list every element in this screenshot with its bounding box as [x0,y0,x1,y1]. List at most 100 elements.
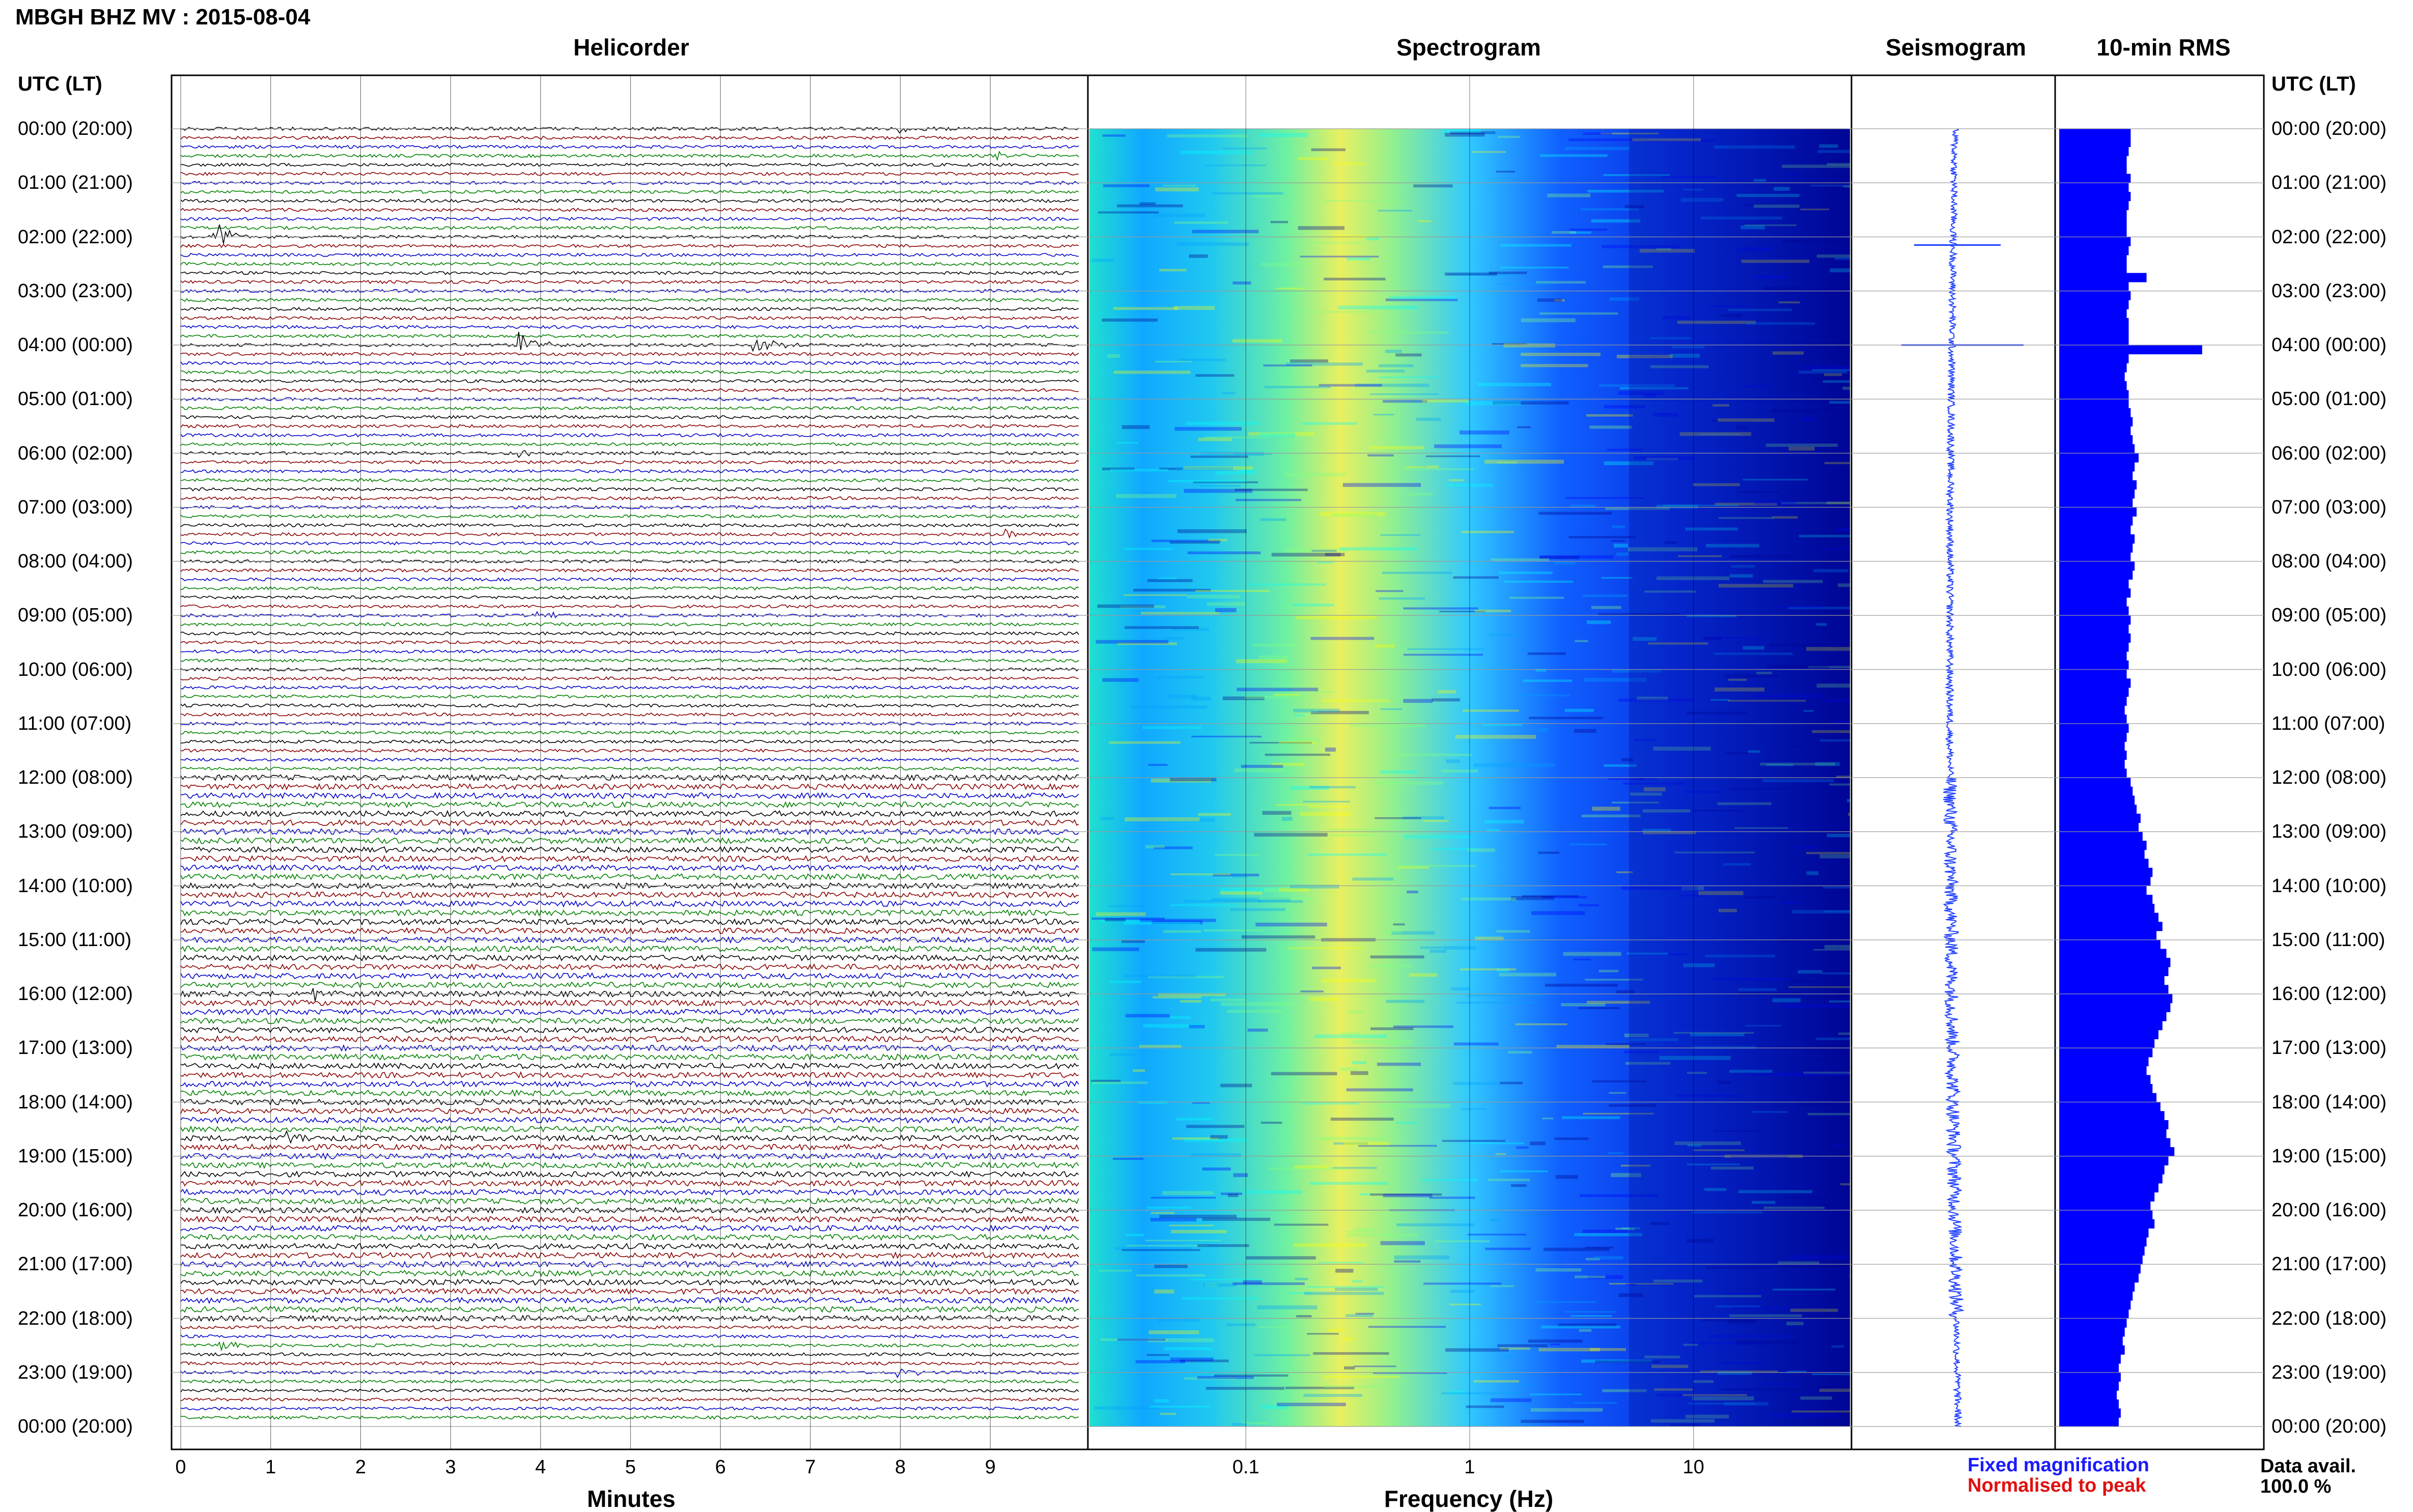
spectrogram-cell [1157,676,1204,679]
rms-bar [2059,1129,2167,1138]
spectrogram-cell [1271,763,1305,766]
spectrogram-cell [1193,481,1258,483]
spectrogram-cell [1685,527,1738,531]
spectrogram-cell [1539,312,1618,315]
spectrogram-cell [1380,770,1418,774]
spectrogram-cell [1116,494,1176,498]
helicorder-trace [180,577,1079,582]
spectrogram-cell [1788,607,1850,610]
spectrogram-cell [1231,529,1248,532]
spectrogram-cell [1231,1422,1247,1426]
spectrogram-cell [1247,1029,1268,1032]
spectrogram-cell [1398,866,1429,869]
spectrogram-cell [1379,597,1425,600]
spectrogram-cell [1539,556,1580,559]
spectrogram-cell [1653,747,1711,751]
time-label-right: 14:00 (10:00) [2271,875,2387,897]
spectrogram-cell [1561,1116,1620,1119]
spectrogram-cell [1717,1362,1766,1364]
spectrogram-cell [1173,306,1215,310]
spectrogram-cell [1804,365,1850,370]
helicorder-trace [180,1296,1079,1304]
spectrogram-cell [1812,1058,1850,1061]
spectrogram-cell [1446,759,1460,763]
spectrogram-cell [1520,694,1570,697]
spectrogram-cell [1665,541,1677,544]
spectrogram-cell [1651,1364,1689,1368]
spectrogram-cell [1145,1240,1221,1242]
time-label-left: 15:00 (11:00) [18,929,132,951]
time-label-right: 04:00 (00:00) [2271,334,2387,356]
spectrogram-cell [1376,781,1443,785]
helicorder-trace [180,918,1079,926]
spectrogram-cell [1788,1255,1847,1259]
helicorder-trace [180,369,1079,375]
spectrogram-cell [1167,134,1247,137]
spectrogram-cell [1213,873,1259,877]
spectrogram-cell [1786,173,1802,175]
spectrogram-cell [1148,763,1168,766]
spectrogram-cell [1143,1023,1204,1028]
spectrogram-cell [1169,777,1217,782]
time-label-right: 00:00 (20:00) [2271,1416,2387,1437]
legend-fixed-magnification: Fixed magnification [1968,1454,2149,1476]
time-label-right: 19:00 (15:00) [2271,1145,2387,1167]
spectrogram-cell [1171,1230,1227,1234]
spectrogram-cell [1466,1405,1504,1408]
spectrogram-cell [1154,846,1193,849]
grid-lines [172,128,2264,1427]
rms-bars [2059,129,2202,1427]
spectrogram-cell [1307,1333,1339,1335]
rms-bar [2059,1165,2165,1175]
spectrogram-cell [1685,1414,1729,1419]
spectrogram-cell [1848,812,1850,816]
spectrogram-cell [1521,318,1576,323]
helicorder-trace [180,1071,1079,1079]
spectrogram-cell [1579,1329,1592,1332]
spectrogram-cell [1434,444,1502,448]
spectrogram-cell [1780,1266,1850,1268]
rms-title: 10-min RMS [2096,34,2231,61]
rms-bar [2059,1084,2153,1094]
spectrogram-cell [1139,1045,1182,1048]
helicorder-trace [180,1026,1079,1034]
spectrogram-cell [1521,1419,1584,1423]
time-label-right: 00:00 (20:00) [2271,118,2387,139]
spectrogram-cell [1174,427,1242,431]
spectrogram-cell [1222,392,1236,394]
spectrogram-cell [1342,1337,1355,1341]
rms-bar [2059,696,2127,706]
spectrogram-cell [1461,897,1517,901]
spectrogram-cell [1708,1335,1790,1337]
spectrogram-cell [1554,299,1565,302]
spectrogram-cell [1186,421,1260,425]
time-label-left: 12:00 (08:00) [18,767,133,788]
helicorder-trace [180,882,1079,890]
spectrogram-cell [1461,530,1514,533]
spectrogram-cell [1482,724,1522,726]
spectrogram-cell [1644,590,1696,593]
spectrogram-cell [1221,1002,1294,1006]
helicorder-frame [171,74,1089,1450]
spectrogram-cell [1159,467,1183,470]
helicorder-trace [180,945,1079,953]
spectrogram-cell [1833,1145,1844,1147]
utc-label-right: UTC (LT) [2271,73,2356,95]
helicorder-trace [180,748,1079,753]
spectrogram-cell [1317,1136,1384,1140]
spectrogram-cell [1521,353,1601,356]
spectrogram-cell [1673,1032,1754,1034]
spectrogram-cell [1311,148,1345,151]
minute-tick-label: 0 [175,1457,186,1478]
spectrogram-cell [1564,1310,1616,1313]
spectrogram-cell [1602,245,1679,248]
spectrogram-cell [1698,891,1744,895]
helicorder-trace [180,1406,1079,1411]
spectrogram-cell [1773,1073,1850,1076]
spectrogram-cell [1766,763,1793,766]
helicorder-trace [180,1130,1079,1144]
spectrogram-cell [1516,1146,1529,1149]
helicorder-trace [180,703,1079,708]
spectrogram-cell [1300,990,1324,993]
spectrogram-cell [1378,376,1440,378]
